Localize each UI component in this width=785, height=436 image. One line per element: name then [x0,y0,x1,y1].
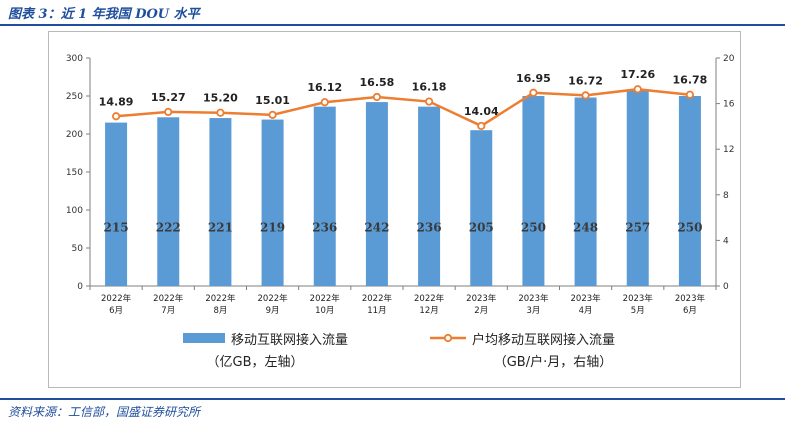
line-value-label: 15.01 [255,94,290,107]
bar-value-label: 219 [260,220,285,234]
bar-value-label: 250 [677,220,702,234]
line-value-label: 16.78 [673,74,708,87]
x-axis-category-month: 2月 [474,306,488,316]
x-axis-category-month: 6月 [683,306,697,316]
right-axis-tick-label: 8 [723,191,729,201]
line-point [216,108,225,117]
left-axis-tick-label: 100 [66,206,83,216]
line-point [529,88,538,97]
x-axis-category-year: 2023年 [466,293,497,304]
line-value-label: 14.04 [464,105,499,118]
x-axis-category-year: 2022年 [362,293,393,304]
line-point [164,107,173,117]
line-point [633,85,642,94]
x-axis-category-year: 2022年 [153,293,184,304]
bar [209,118,232,286]
legend-line-unit: （GB/户·月，右轴） [494,354,613,370]
line-series [115,87,691,128]
bar [626,90,649,287]
line-value-label: 15.20 [203,92,238,105]
line-value-label: 16.18 [412,81,447,94]
x-axis-category-year: 2022年 [310,293,341,304]
x-axis-category-year: 2022年 [205,293,236,304]
line-value-label: 16.72 [568,74,603,87]
legend-line-marker [443,333,453,343]
x-axis-category-month: 3月 [526,306,540,316]
right-axis-tick-label: 4 [723,236,729,246]
figure-caption: 图表 3：近 1 年我国 DOU 水平 [8,7,200,22]
left-axis-tick-label: 200 [66,130,83,140]
bar-value-label: 242 [364,220,389,234]
bar-value-label: 248 [573,220,598,234]
bar [365,102,388,286]
line-point [372,92,382,102]
bar [574,97,597,287]
right-axis-tick-label: 20 [723,54,735,64]
x-axis-category-year: 2023年 [675,293,706,304]
right-axis-tick-label: 12 [723,145,734,155]
line-value-label: 14.89 [99,95,134,108]
bar [522,96,545,286]
bar [157,117,180,286]
left-axis-tick-label: 250 [66,92,83,102]
line-point [320,98,329,107]
x-axis-category-month: 8月 [213,306,227,316]
legend-line-label: 户均移动互联网接入流量 [472,332,615,348]
line-value-label: 16.12 [307,81,342,94]
bar-value-label: 236 [417,220,442,234]
line-point [268,110,277,119]
x-axis-category-month: 9月 [266,306,280,316]
right-axis-tick-label: 16 [723,100,735,110]
top-rule [0,24,785,26]
left-axis-tick-label: 300 [66,54,83,64]
x-axis-category-month: 5月 [631,306,645,316]
left-axis-tick-label: 150 [66,168,83,178]
line-value-label: 17.26 [620,68,655,81]
line-point [111,112,121,121]
x-axis-category-month: 6月 [109,306,123,316]
x-axis-category-year: 2023年 [518,293,549,304]
x-axis-category-month: 4月 [579,306,593,316]
x-axis-category-month: 12月 [419,306,438,316]
bar [313,106,336,286]
bar [470,130,493,286]
x-axis-category-year: 2023年 [571,293,602,304]
line-value-label: 16.58 [360,76,395,89]
line-value-label: 16.95 [516,72,551,85]
x-axis-category-year: 2022年 [101,293,132,304]
x-axis-category-year: 2023年 [623,293,654,304]
line-point [685,90,695,99]
source-note: 资料来源：工信部，国盛证券研究所 [8,405,201,419]
bar-value-label: 257 [625,220,650,234]
left-axis-tick-label: 50 [72,244,84,254]
right-axis-tick-label: 0 [723,282,729,292]
legend-bar-label: 移动互联网接入流量 [231,332,348,348]
x-axis-category-month: 11月 [367,306,386,316]
bar-value-label: 205 [469,220,494,234]
bottom-rule [0,398,785,400]
x-axis-category-year: 2022年 [258,293,289,304]
bar [418,106,441,286]
bar [678,96,701,286]
bar [105,122,128,286]
bar-value-label: 250 [521,220,546,234]
line-point [581,91,590,100]
bar-value-label: 221 [208,220,233,234]
legend-bar-unit: （亿GB，左轴） [207,355,304,370]
x-axis-category-year: 2022年 [414,293,445,304]
x-axis-category-month: 7月 [161,306,175,316]
line-point [424,97,434,106]
bar-value-label: 222 [156,220,181,234]
bar-value-label: 215 [104,220,129,234]
line-point [477,121,486,131]
bar [261,119,284,286]
x-axis-category-month: 10月 [315,306,334,316]
bar-value-label: 236 [312,220,337,234]
legend-bar-swatch [183,333,225,343]
left-axis-tick-label: 0 [77,282,83,292]
line-value-label: 15.27 [151,91,186,104]
